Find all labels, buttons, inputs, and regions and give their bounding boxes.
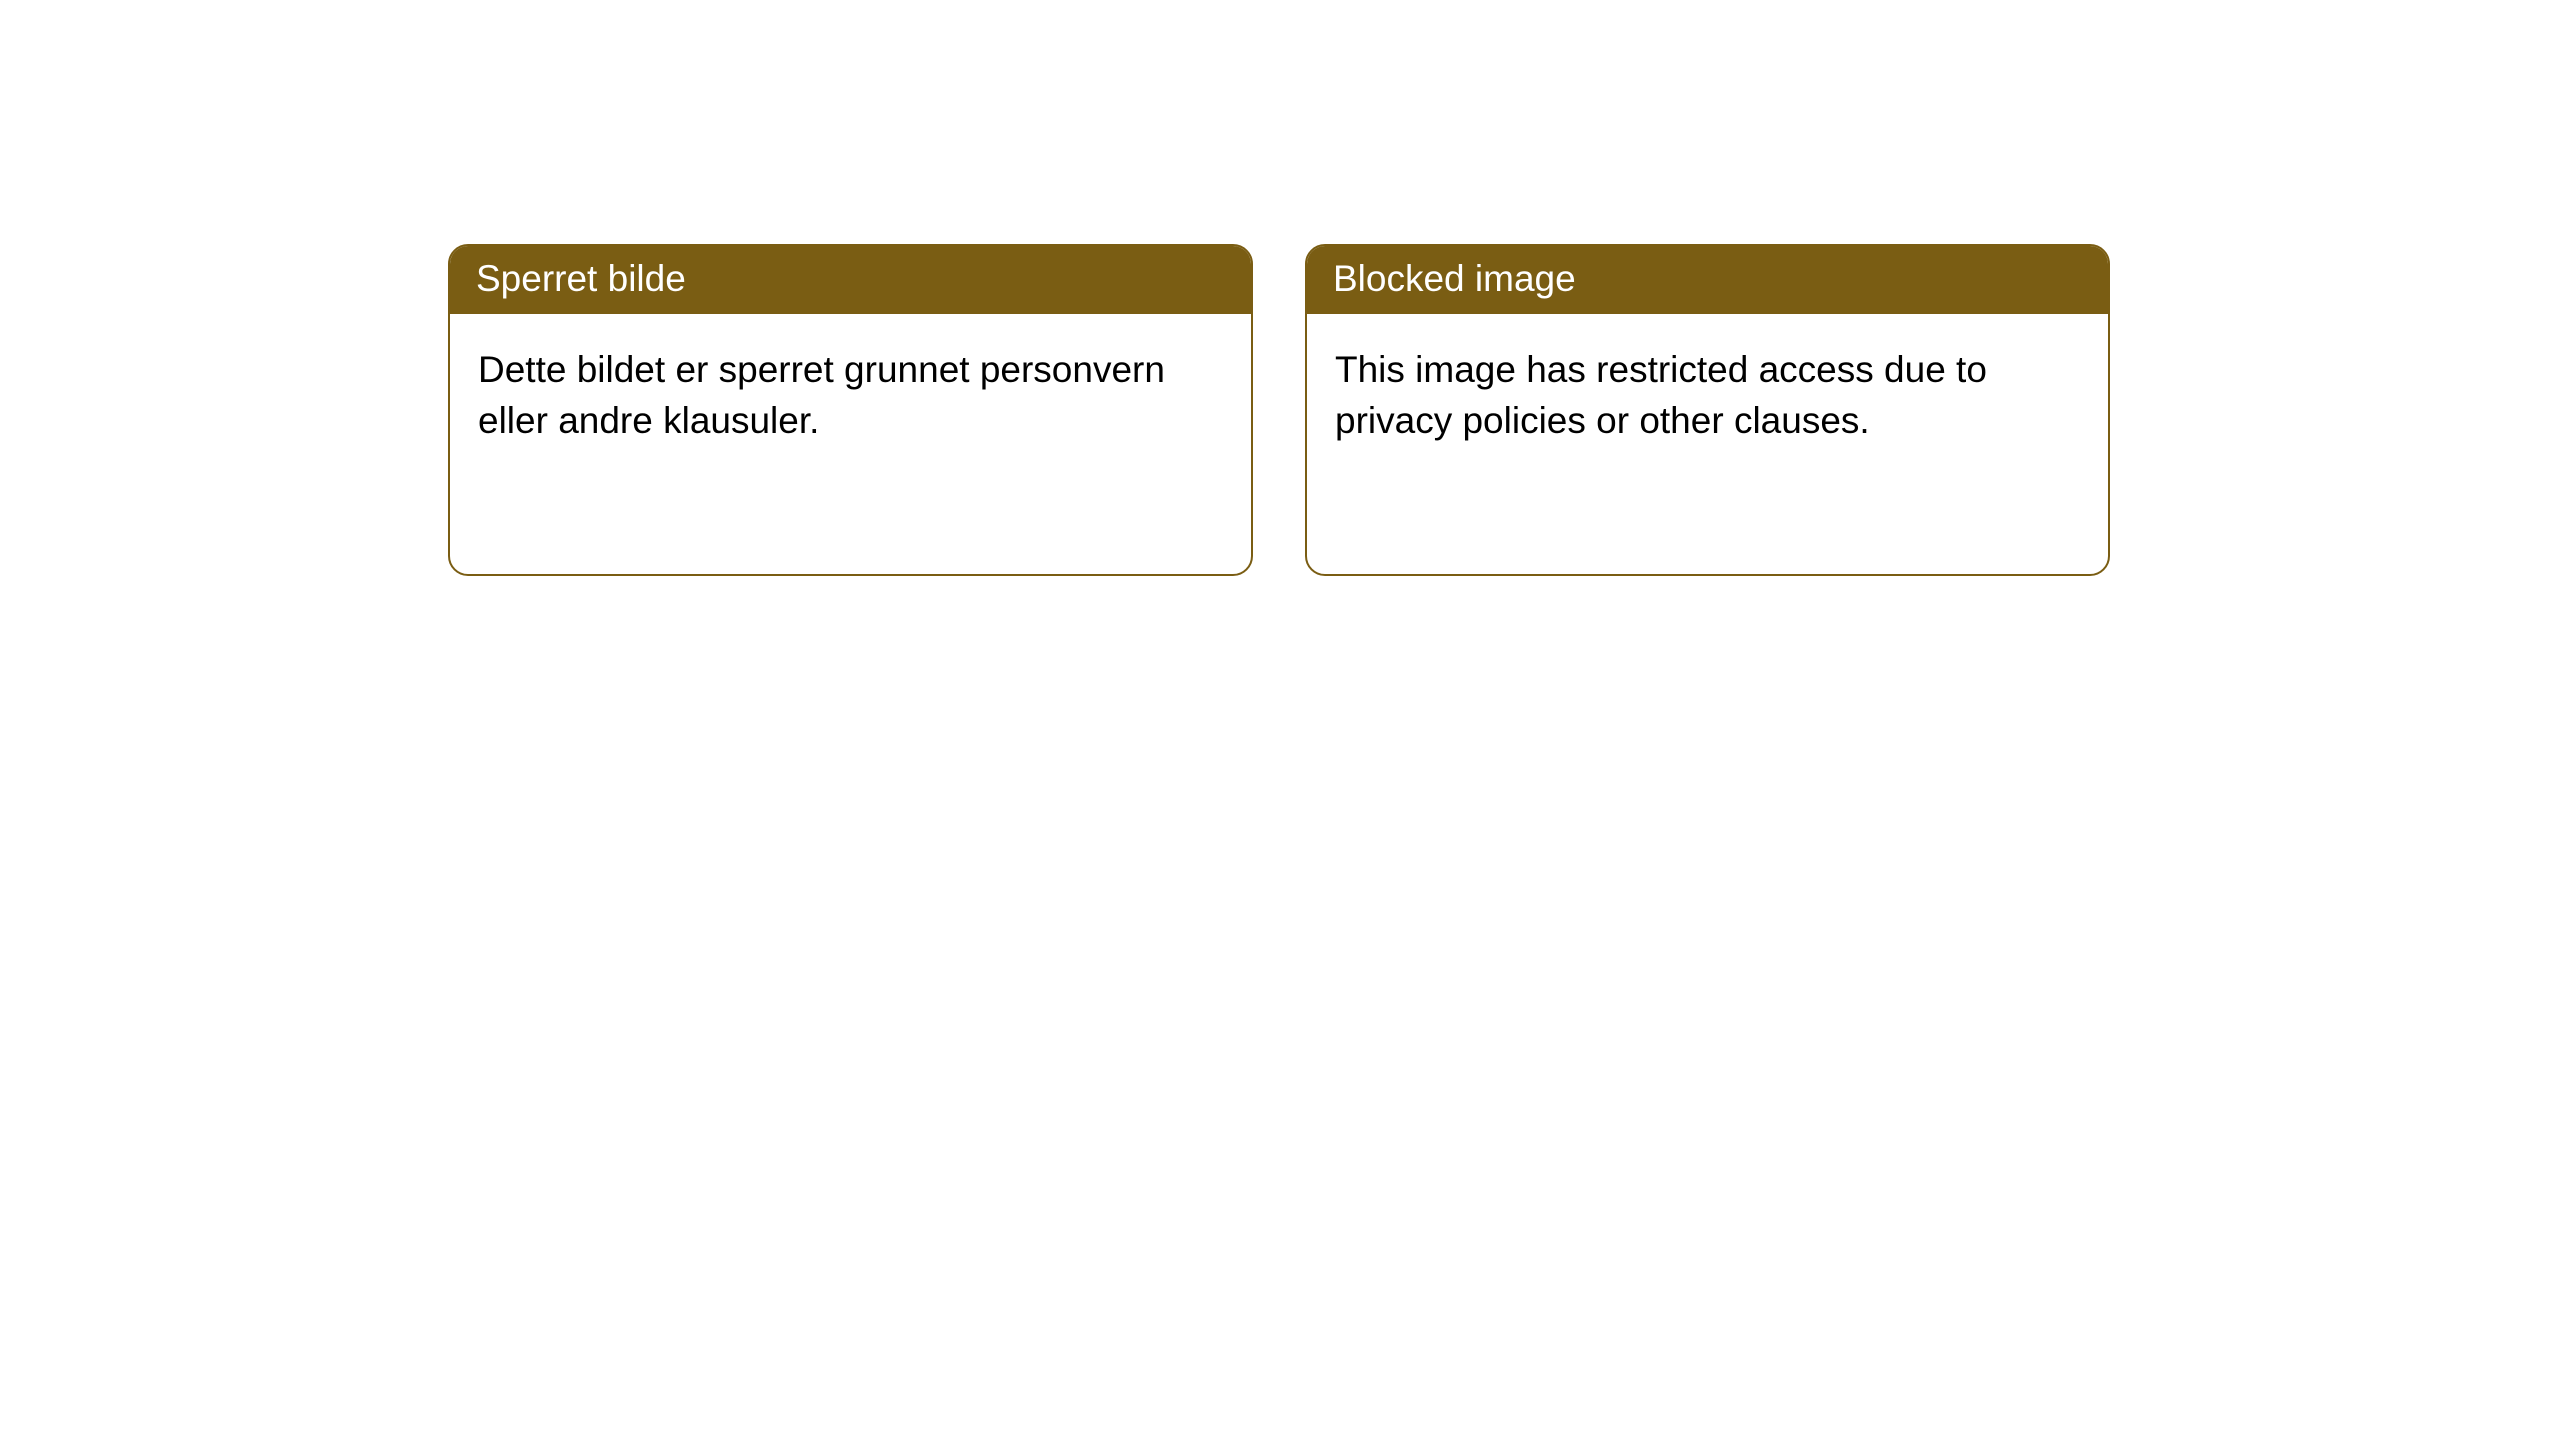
- notice-card-title: Sperret bilde: [450, 246, 1251, 314]
- notice-card-body: This image has restricted access due to …: [1307, 314, 2108, 476]
- notice-card-body: Dette bildet er sperret grunnet personve…: [450, 314, 1251, 476]
- notice-cards-container: Sperret bilde Dette bildet er sperret gr…: [0, 0, 2560, 576]
- notice-card-norwegian: Sperret bilde Dette bildet er sperret gr…: [448, 244, 1253, 576]
- notice-card-english: Blocked image This image has restricted …: [1305, 244, 2110, 576]
- notice-card-title: Blocked image: [1307, 246, 2108, 314]
